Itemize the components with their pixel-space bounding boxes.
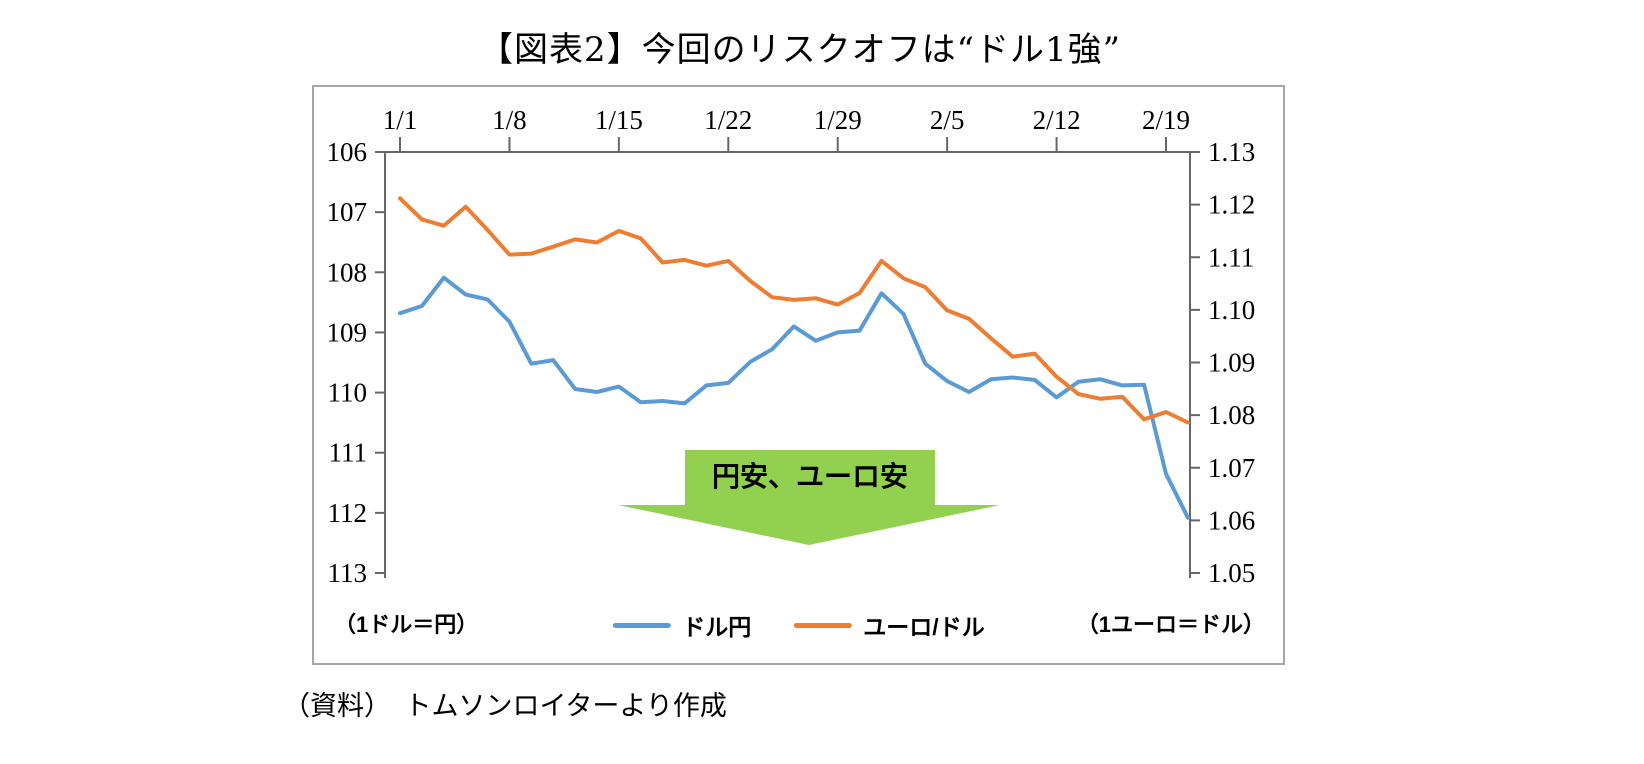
chart-box: 1/1 1/8 1/15 1/22 1/29 2/5 2/12 2/19 106 107 108 10… xyxy=(312,85,1285,665)
legend-label-eurusd: ユーロ/ドル xyxy=(863,614,985,640)
x-tick-label: 1/8 xyxy=(492,105,527,135)
right-tick-label: 1.07 xyxy=(1208,453,1255,483)
annotation-label: 円安、ユーロ安 xyxy=(711,461,908,492)
x-tick-label: 1/15 xyxy=(595,105,643,135)
left-tick-label: 109 xyxy=(327,317,368,347)
legend-item-eurusd: ユーロ/ドル xyxy=(793,608,985,642)
annotation-arrow xyxy=(618,450,1000,545)
right-tick-label: 1.12 xyxy=(1208,190,1255,220)
eurusd-line-swatch xyxy=(793,622,852,628)
right-tick-label: 1.05 xyxy=(1208,558,1255,588)
right-tick-label: 1.11 xyxy=(1208,242,1254,272)
eurusd-series-line xyxy=(398,196,1190,425)
left-tick-label: 112 xyxy=(328,498,368,528)
right-tick-label: 1.10 xyxy=(1208,295,1255,325)
source-note: （資料） トムソンロイターより作成 xyxy=(283,691,727,722)
left-tick-label: 108 xyxy=(327,257,368,287)
left-tick-label: 107 xyxy=(327,197,368,227)
x-tick-label: 1/29 xyxy=(814,105,862,135)
x-tick-label: 2/5 xyxy=(930,105,965,135)
legend-items: ドル円 ユーロ/ドル xyxy=(612,607,985,643)
left-tick-label: 111 xyxy=(329,438,368,468)
right-tick-label: 1.08 xyxy=(1208,400,1255,430)
left-axis-note: （1ドル＝円） xyxy=(334,612,479,637)
x-tick-label: 1/1 xyxy=(383,105,418,135)
usdjpy-series-line xyxy=(398,275,1190,520)
legend-item-usdjpy: ドル円 xyxy=(612,608,751,642)
figure-title: 【図表2】今回のリスクオフは“ドル1強” xyxy=(478,30,1122,70)
right-tick-label: 1.06 xyxy=(1208,505,1255,535)
legend: （1ドル＝円） ドル円 ユーロ/ドル （1ユーロ＝ドル） xyxy=(314,607,1283,643)
right-axis-note: （1ユーロ＝ドル） xyxy=(1076,612,1265,637)
right-tick-label: 1.09 xyxy=(1208,348,1255,378)
right-tick-label: 1.13 xyxy=(1208,137,1255,167)
left-tick-label: 113 xyxy=(328,558,368,588)
x-tick-label: 2/19 xyxy=(1142,105,1190,135)
usdjpy-line-swatch xyxy=(612,622,671,628)
left-tick-label: 110 xyxy=(328,378,368,408)
x-tick-label: 1/22 xyxy=(704,105,752,135)
chart-canvas: 1/1 1/8 1/15 1/22 1/29 2/5 2/12 2/19 106 107 108 10… xyxy=(327,105,1256,588)
legend-label-usdjpy: ドル円 xyxy=(682,614,752,640)
x-tick-label: 2/12 xyxy=(1033,105,1081,135)
left-tick-label: 106 xyxy=(327,137,368,167)
